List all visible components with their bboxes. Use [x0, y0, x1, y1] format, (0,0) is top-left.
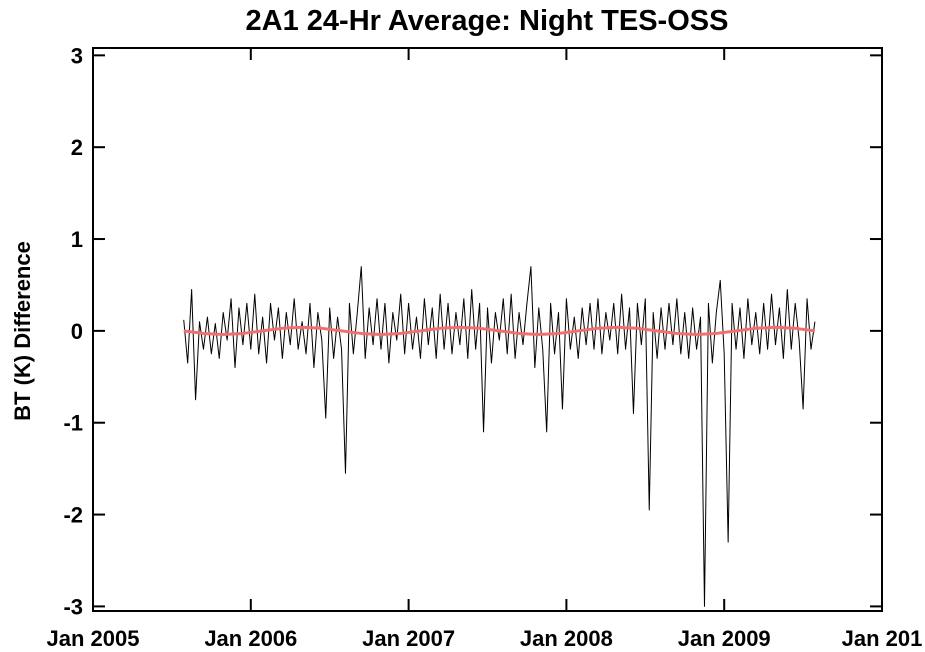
y-tick-label: 2 [71, 135, 83, 160]
series-line [183, 325, 816, 337]
chart-title: 2A1 24-Hr Average: Night TES-OSS [246, 5, 729, 37]
series-line [183, 266, 816, 607]
y-tick-label: 0 [71, 319, 83, 344]
y-tick-label: 3 [71, 43, 83, 68]
y-tick-label: -2 [63, 503, 83, 528]
x-tick-label: Jan 2006 [204, 626, 297, 651]
x-tick-label: Jan 2009 [678, 626, 771, 651]
y-tick-label: 1 [71, 227, 83, 252]
y-axis-label: BT (K) Difference [10, 241, 35, 421]
x-tick-label: Jan 201 [842, 626, 923, 651]
y-tick-label: -3 [63, 594, 83, 619]
x-tick-label: Jan 2007 [362, 626, 455, 651]
x-tick-label: Jan 2005 [47, 626, 140, 651]
x-tick-label: Jan 2008 [520, 626, 613, 651]
y-tick-label: -1 [63, 411, 83, 436]
plot-frame [92, 47, 883, 612]
